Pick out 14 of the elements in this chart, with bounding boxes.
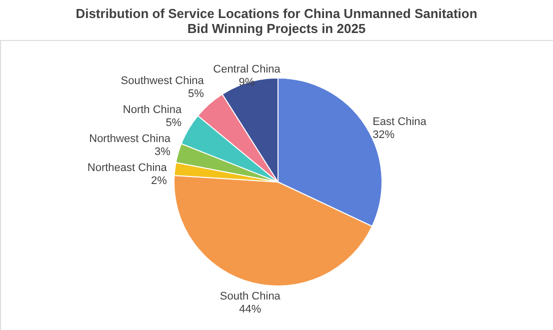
data-label: 44% bbox=[239, 303, 262, 316]
data-label: 5% bbox=[188, 88, 204, 100]
data-label: 3% bbox=[154, 146, 171, 158]
slice-label: Northwest China bbox=[89, 132, 172, 145]
slice-label: South China bbox=[220, 290, 282, 302]
slice-label: Northeast China bbox=[87, 162, 168, 174]
data-label: 32% bbox=[372, 128, 395, 141]
slice-label: North China bbox=[122, 104, 182, 116]
slice-label: Central China bbox=[213, 63, 282, 76]
chart-title: Distribution of Service Locations for China Unmanned Sanitation Bid Winning Projects in 2025 bbox=[76, 6, 478, 36]
data-label: 5% bbox=[166, 116, 182, 129]
data-label: 2% bbox=[150, 174, 168, 187]
slice-label: Southwest China bbox=[120, 74, 205, 87]
slice-label: East China bbox=[372, 116, 428, 128]
